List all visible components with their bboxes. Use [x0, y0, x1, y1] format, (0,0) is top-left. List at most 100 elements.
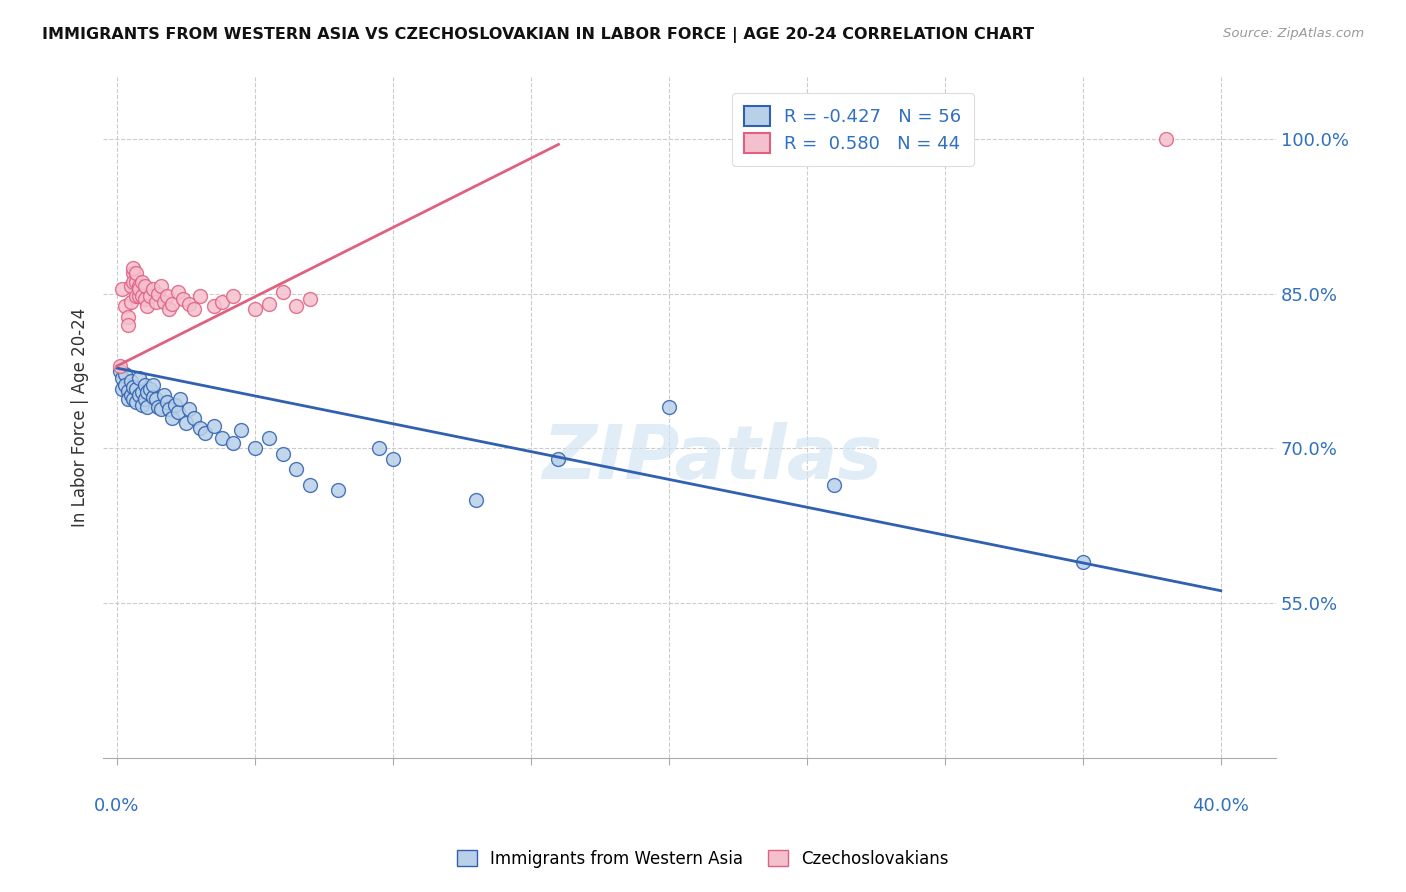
Point	[122, 379, 145, 393]
Point	[257, 297, 280, 311]
Point	[139, 289, 162, 303]
Point	[166, 285, 188, 299]
Point	[464, 493, 486, 508]
Point	[117, 384, 139, 398]
Point	[157, 402, 180, 417]
Point	[155, 395, 177, 409]
Point	[1071, 555, 1094, 569]
Point	[285, 299, 308, 313]
Point	[211, 431, 233, 445]
Point	[150, 278, 173, 293]
Point	[120, 375, 142, 389]
Point	[257, 431, 280, 445]
Point	[155, 289, 177, 303]
Point	[108, 359, 131, 373]
Point	[136, 384, 159, 399]
Point	[111, 382, 134, 396]
Point	[136, 401, 159, 415]
Point	[128, 388, 150, 402]
Point	[134, 292, 156, 306]
Point	[117, 318, 139, 332]
Point	[131, 384, 153, 399]
Point	[122, 275, 145, 289]
Point	[142, 390, 165, 404]
Point	[299, 477, 322, 491]
Point	[142, 282, 165, 296]
Text: 0.0%: 0.0%	[94, 797, 139, 814]
Point	[188, 421, 211, 435]
Point	[120, 295, 142, 310]
Text: Source: ZipAtlas.com: Source: ZipAtlas.com	[1223, 27, 1364, 40]
Text: ZIPatlas: ZIPatlas	[543, 422, 883, 495]
Point	[823, 477, 845, 491]
Point	[157, 302, 180, 317]
Point	[122, 392, 145, 406]
Point	[160, 410, 183, 425]
Point	[150, 402, 173, 417]
Point	[145, 295, 167, 310]
Point	[139, 382, 162, 396]
Point	[117, 392, 139, 406]
Point	[120, 388, 142, 402]
Point	[125, 266, 148, 280]
Legend: Immigrants from Western Asia, Czechoslovakians: Immigrants from Western Asia, Czechoslov…	[450, 844, 956, 875]
Point	[169, 392, 191, 406]
Point	[125, 289, 148, 303]
Point	[285, 462, 308, 476]
Point	[160, 297, 183, 311]
Point	[122, 261, 145, 276]
Point	[299, 292, 322, 306]
Point	[547, 451, 569, 466]
Point	[108, 364, 131, 378]
Point	[114, 368, 136, 382]
Point	[114, 299, 136, 313]
Point	[145, 392, 167, 406]
Text: IMMIGRANTS FROM WESTERN ASIA VS CZECHOSLOVAKIAN IN LABOR FORCE | AGE 20-24 CORRE: IMMIGRANTS FROM WESTERN ASIA VS CZECHOSL…	[42, 27, 1035, 43]
Point	[243, 442, 266, 456]
Point	[114, 377, 136, 392]
Point	[166, 405, 188, 419]
Point	[177, 297, 200, 311]
Point	[177, 402, 200, 417]
Point	[222, 436, 245, 450]
Point	[211, 295, 233, 310]
Point	[271, 447, 294, 461]
Point	[153, 388, 176, 402]
Point	[128, 278, 150, 293]
Point	[131, 398, 153, 412]
Point	[134, 278, 156, 293]
Point	[128, 289, 150, 303]
Point	[153, 295, 176, 310]
Point	[163, 398, 186, 412]
Point	[243, 302, 266, 317]
Point	[174, 416, 197, 430]
Point	[148, 401, 170, 415]
Point	[229, 423, 252, 437]
Point	[128, 282, 150, 296]
Legend: R = -0.427   N = 56, R =  0.580   N = 44: R = -0.427 N = 56, R = 0.580 N = 44	[731, 94, 974, 166]
Point	[136, 299, 159, 313]
Point	[202, 418, 225, 433]
Point	[188, 289, 211, 303]
Point	[368, 442, 391, 456]
Point	[183, 410, 205, 425]
Point	[381, 451, 404, 466]
Point	[658, 401, 681, 415]
Point	[134, 392, 156, 406]
Point	[117, 310, 139, 324]
Point	[111, 282, 134, 296]
Point	[125, 395, 148, 409]
Point	[111, 371, 134, 385]
Point	[172, 292, 194, 306]
Point	[125, 382, 148, 396]
Point	[142, 377, 165, 392]
Point	[326, 483, 349, 497]
Point	[202, 299, 225, 313]
Point	[131, 289, 153, 303]
Point	[122, 266, 145, 280]
Point	[148, 286, 170, 301]
Point	[194, 425, 217, 440]
Point	[271, 285, 294, 299]
Point	[222, 289, 245, 303]
Point	[183, 302, 205, 317]
